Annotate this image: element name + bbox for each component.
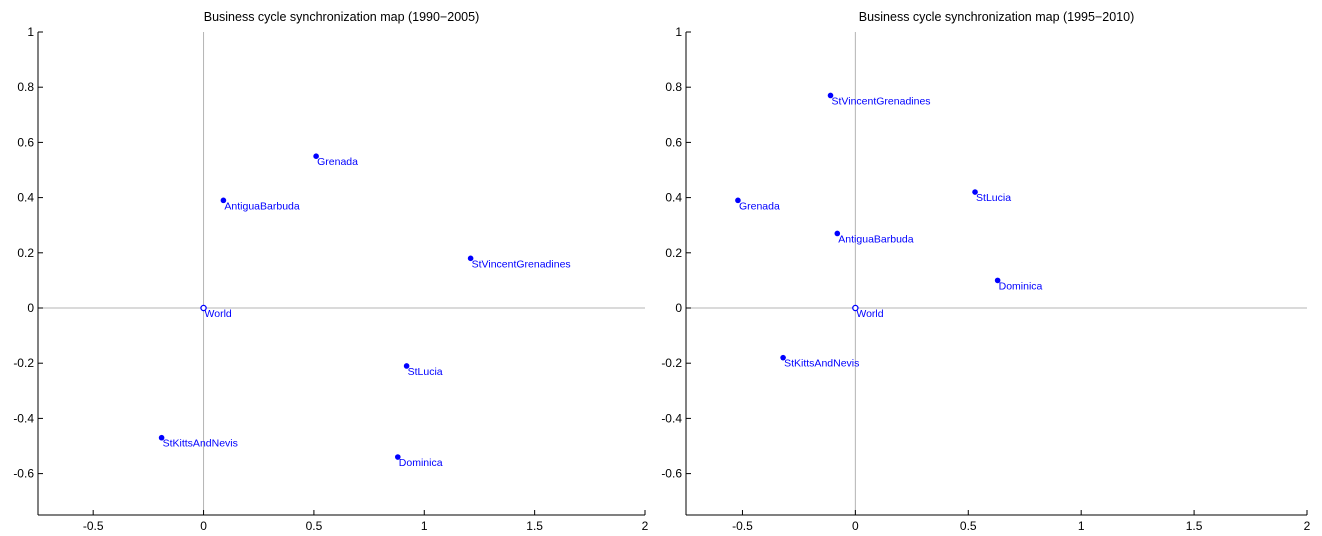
x-tick-label: 1.5 [526, 519, 543, 533]
x-tick-label: 2 [642, 519, 649, 533]
point-label: Dominica [999, 280, 1043, 292]
y-tick-label: -0.4 [13, 411, 34, 425]
y-tick-label: 1 [27, 25, 34, 39]
chart-right: Business cycle synchronization map (1995… [661, 10, 1311, 533]
point-marker [852, 304, 859, 312]
y-tick-label: -0.2 [661, 356, 682, 370]
point-marker [780, 354, 786, 361]
point-marker [313, 153, 319, 159]
point-marker [220, 197, 227, 204]
point-marker [827, 92, 834, 99]
x-tick-label: 1 [421, 519, 428, 533]
y-tick-label: -0.6 [661, 467, 682, 481]
x-tick-label: 2 [1304, 519, 1311, 533]
y-tick-label: -0.2 [13, 356, 34, 370]
y-tick-label: 0.8 [665, 80, 682, 94]
chart-title: Business cycle synchronization map (1990… [204, 10, 480, 24]
point-label: StKittsAndNevis [163, 438, 238, 450]
chart-left: Business cycle synchronization map (1990… [13, 10, 649, 533]
point-label: World [856, 308, 883, 320]
chart-title: Business cycle synchronization map (1995… [859, 10, 1135, 24]
y-tick-label: 0.8 [17, 80, 34, 94]
point-label: StLucia [976, 192, 1011, 204]
y-tick-label: 0.4 [665, 191, 682, 205]
point-label: StVincentGrenadines [832, 95, 931, 107]
x-tick-label: 1 [1078, 519, 1085, 533]
point-marker [735, 197, 741, 204]
x-tick-label: 0 [852, 519, 859, 533]
y-tick-label: 0.2 [665, 246, 682, 260]
point-label: StVincentGrenadines [472, 258, 571, 270]
point-label: StKittsAndNevis [784, 358, 859, 370]
x-tick-label: 1.5 [1186, 519, 1203, 533]
point-label: World [205, 308, 232, 320]
point-label: StLucia [408, 366, 443, 378]
point-marker [834, 230, 841, 237]
y-tick-label: 0 [27, 301, 34, 315]
point-marker [200, 304, 207, 312]
point-marker [467, 255, 474, 262]
point-label: Grenada [739, 200, 780, 212]
point-marker [158, 434, 165, 441]
x-tick-label: -0.5 [732, 519, 753, 533]
y-tick-label: 0 [675, 301, 682, 315]
y-tick-label: 0.2 [17, 246, 34, 260]
point-marker [394, 454, 401, 460]
y-tick-label: -0.6 [13, 467, 34, 481]
y-tick-label: 0.4 [17, 191, 34, 205]
point-marker [994, 277, 1001, 284]
x-tick-label: 0.5 [306, 519, 323, 533]
point-marker [403, 363, 410, 369]
y-tick-label: 1 [675, 25, 682, 39]
x-tick-label: 0 [200, 519, 207, 533]
y-tick-label: -0.4 [661, 411, 682, 425]
x-tick-label: 0.5 [960, 519, 977, 533]
point-label: Dominica [399, 457, 443, 469]
point-label: Grenada [317, 156, 358, 168]
point-label: AntiguaBarbuda [224, 200, 299, 212]
point-marker [972, 189, 978, 195]
x-tick-label: -0.5 [83, 519, 104, 533]
y-tick-label: 0.6 [665, 135, 682, 149]
y-tick-label: 0.6 [17, 135, 34, 149]
point-label: AntiguaBarbuda [838, 233, 913, 245]
